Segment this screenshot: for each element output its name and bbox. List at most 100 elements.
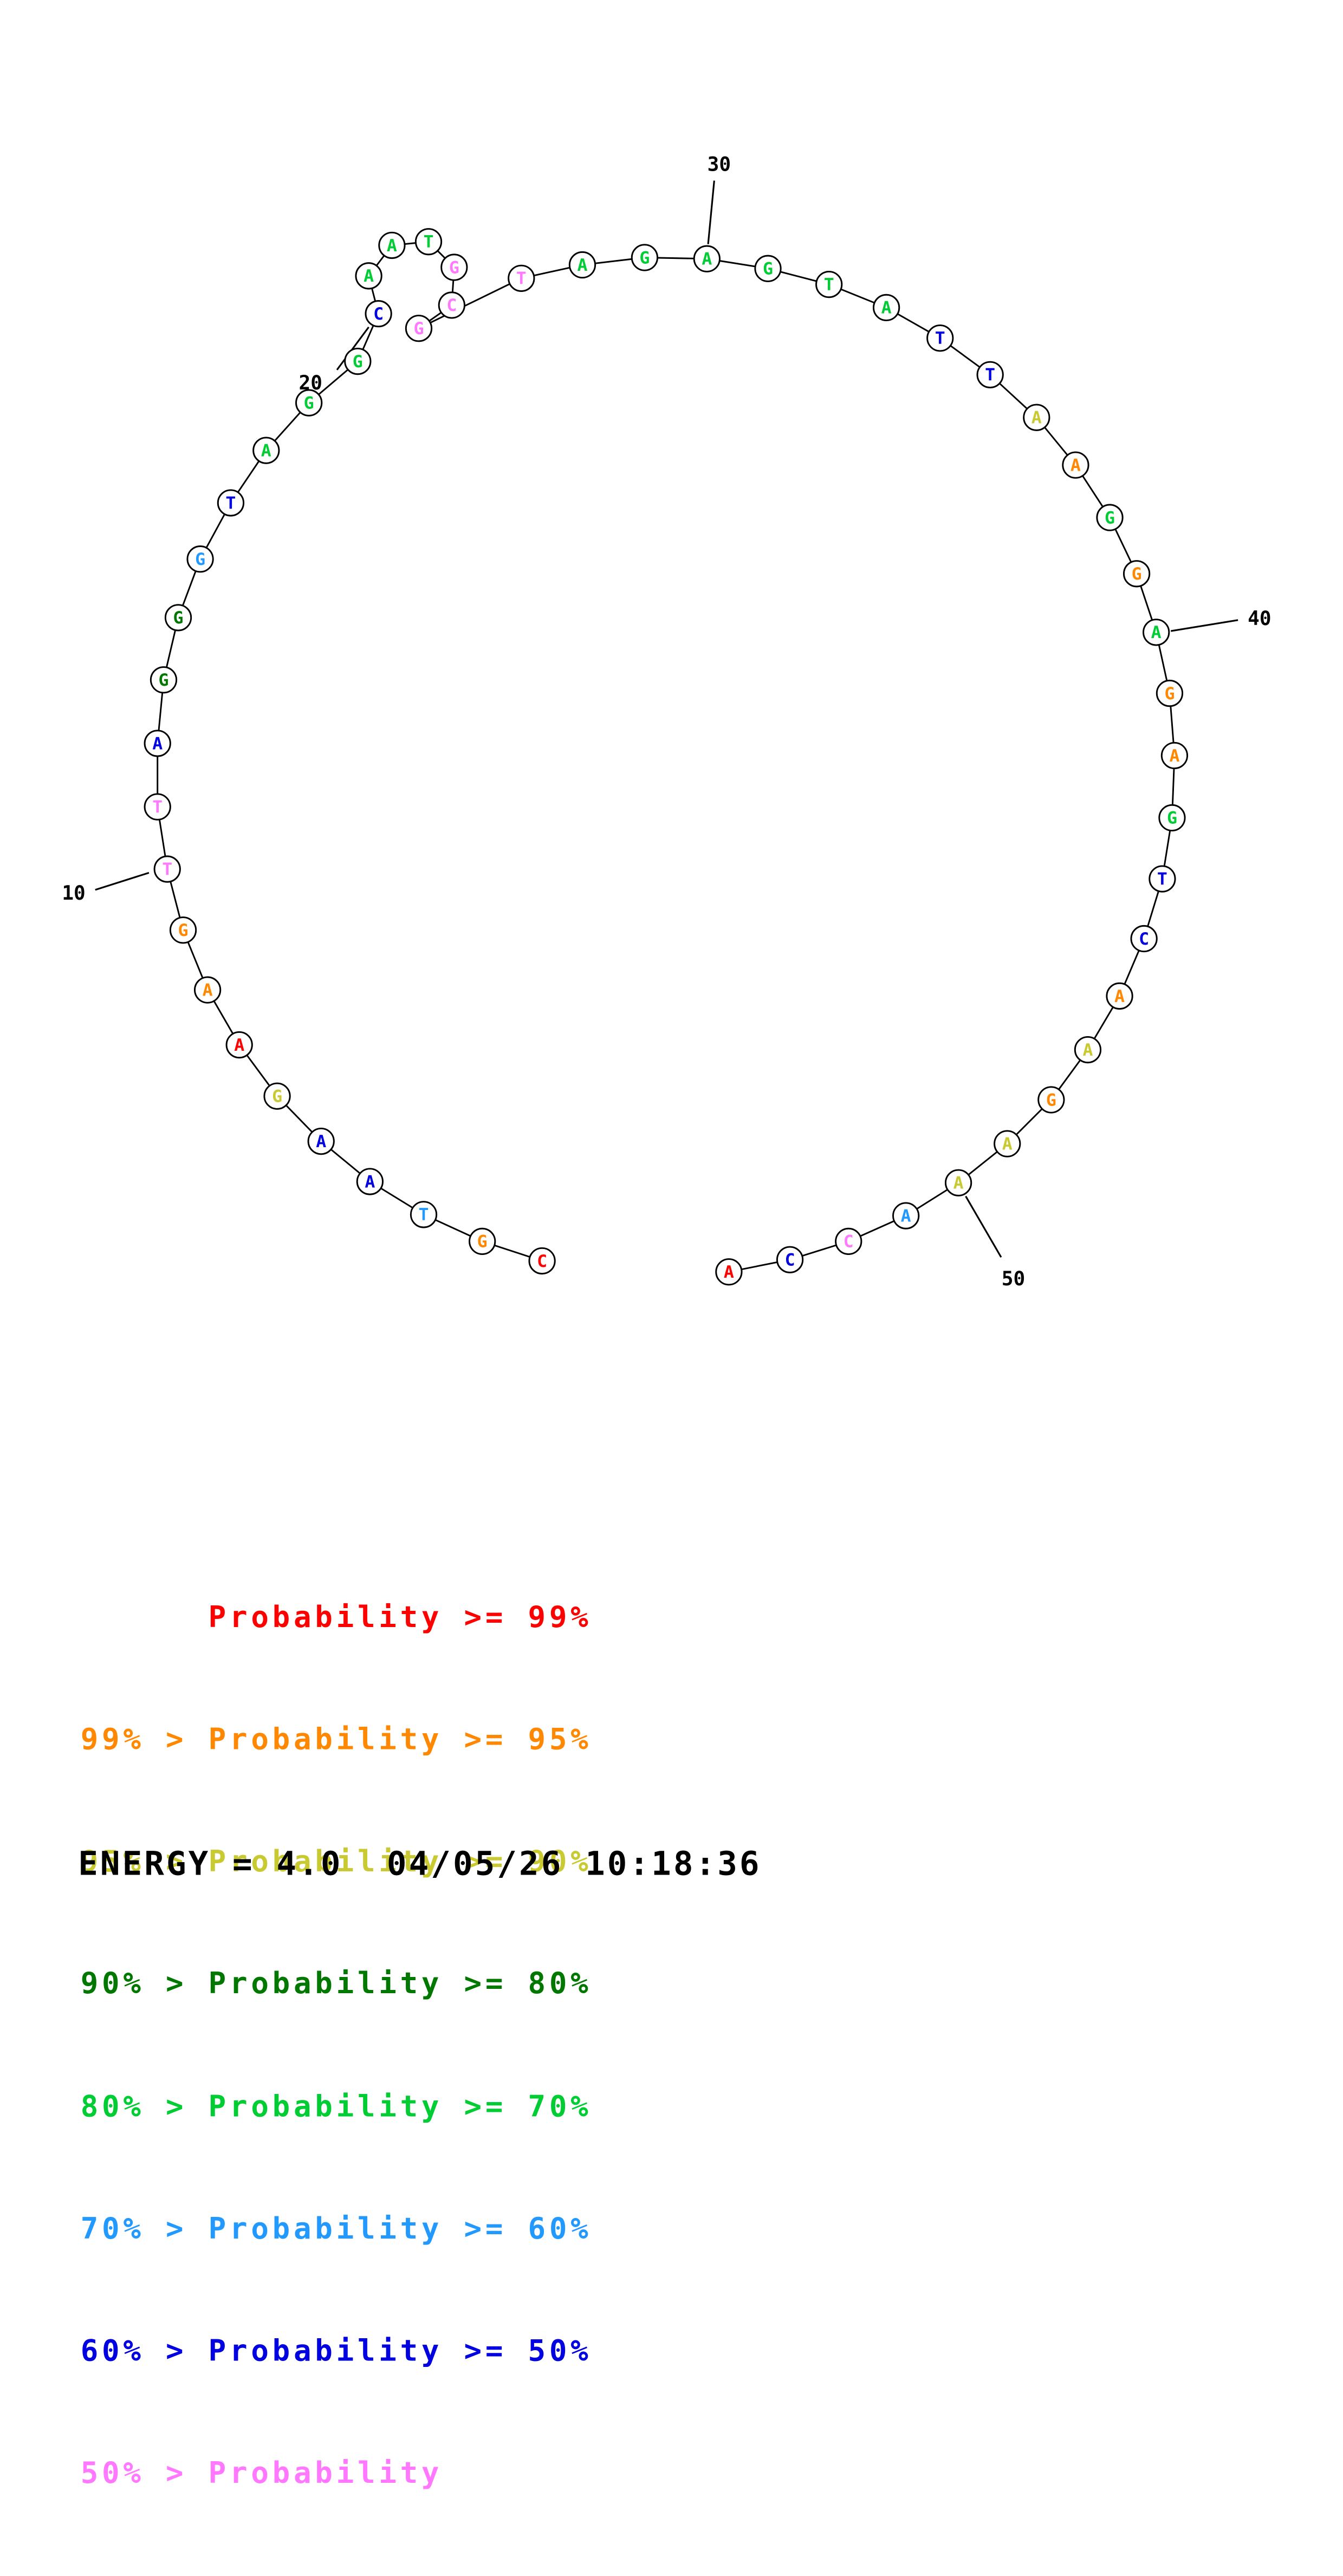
nucleotide-letter: A xyxy=(1151,623,1162,642)
position-tick-line xyxy=(707,180,715,244)
nucleotide xyxy=(356,1168,384,1195)
nucleotide-letter: T xyxy=(985,366,995,385)
nucleotide xyxy=(976,361,1004,388)
nucleotide-letter: A xyxy=(203,980,213,1000)
nucleotide xyxy=(193,976,222,1004)
probability-legend: Probability >= 99% 99% > Probability >= … xyxy=(81,1516,592,2576)
nucleotide xyxy=(1074,1036,1102,1064)
nucleotide xyxy=(1062,451,1089,479)
nucleotide xyxy=(835,1227,862,1256)
nucleotide xyxy=(872,294,900,322)
nucleotide xyxy=(1143,619,1170,646)
nucleotide xyxy=(252,437,280,464)
nucleotide-letter: A xyxy=(901,1206,911,1226)
nucleotide-letter: G xyxy=(353,352,363,372)
nucleotide-letter: G xyxy=(1105,508,1115,528)
nucleotide-letter: G xyxy=(477,1232,488,1252)
position-tick-line xyxy=(95,871,150,891)
nucleotide-letter: A xyxy=(1031,408,1042,428)
nucleotide-letter: T xyxy=(824,275,834,295)
nucleotide-letter: G xyxy=(158,671,168,690)
nucleotide xyxy=(776,1246,804,1273)
nucleotide-letter: G xyxy=(639,248,650,268)
nucleotide xyxy=(440,253,468,281)
nucleotide-letter: T xyxy=(935,329,945,348)
nucleotide-letter: A xyxy=(316,1132,326,1152)
nucleotide xyxy=(344,347,372,375)
nucleotide-letter: G xyxy=(449,258,459,277)
nucleotide-letter: T xyxy=(162,860,172,879)
nucleotide-letter: T xyxy=(225,493,236,513)
nucleotide-letter: G xyxy=(1164,684,1175,704)
nucleotide-letter: A xyxy=(1082,1040,1093,1060)
nucleotide xyxy=(263,1082,291,1110)
nucleotide-letter: A xyxy=(1070,456,1081,475)
nucleotide xyxy=(469,1227,496,1256)
nucleotide xyxy=(1130,925,1158,953)
nucleotide-letter: A xyxy=(1169,746,1179,766)
nucleotide xyxy=(1156,679,1184,707)
nucleotide-letter: A xyxy=(881,298,892,318)
nucleotide xyxy=(815,270,843,298)
nucleotide xyxy=(438,291,465,319)
legend-row-p60: 70% > Probability >= 60% xyxy=(80,2211,592,2246)
nucleotide xyxy=(715,1258,743,1286)
legend-row-p50: 60% > Probability >= 50% xyxy=(80,2333,592,2369)
nucleotide xyxy=(365,300,392,328)
nucleotide xyxy=(153,855,181,883)
nucleotide-letter: G xyxy=(178,921,189,940)
nucleotide xyxy=(150,666,178,694)
nucleotide-letter: C xyxy=(537,1252,547,1271)
nucleotide-letter: A xyxy=(724,1263,734,1282)
nucleotide-letter: A xyxy=(953,1174,964,1193)
nucleotide-letter: A xyxy=(1114,987,1125,1006)
nucleotide xyxy=(693,245,721,272)
nucleotide xyxy=(217,489,245,517)
nucleotide-letter: T xyxy=(516,269,527,289)
nucleotide-letter: A xyxy=(152,734,163,753)
legend-row-p99: Probability >= 99% xyxy=(80,1600,592,1635)
nucleotide xyxy=(144,793,171,821)
nucleotide xyxy=(568,251,596,279)
nucleotide-letter: A xyxy=(577,256,587,275)
nucleotide xyxy=(295,389,323,417)
nucleotide xyxy=(1123,560,1151,588)
nucleotide xyxy=(1160,741,1189,770)
nucleotide xyxy=(355,262,382,290)
nucleotide-letter: C xyxy=(785,1251,795,1270)
nucleotide xyxy=(186,545,214,573)
position-label: 50 xyxy=(1002,1267,1025,1290)
nucleotide-letter: T xyxy=(418,1205,429,1225)
legend-row-lt50: 50% > Probability xyxy=(80,2456,443,2490)
nucleotide-letter: G xyxy=(195,550,205,569)
legend-row-p80: 90% > Probability >= 80% xyxy=(80,1967,592,2001)
nucleotide xyxy=(892,1202,920,1230)
nucleotide xyxy=(307,1127,335,1155)
nucleotide xyxy=(926,324,954,352)
nucleotide-letter: A xyxy=(364,266,374,286)
nucleotide xyxy=(405,315,433,342)
nucleotide-letter: A xyxy=(234,1036,244,1055)
nucleotide xyxy=(1096,504,1124,531)
nucleotide-letter: C xyxy=(446,296,457,315)
legend-row-p95: 99% > Probability >= 95% xyxy=(80,1722,592,1757)
position-label: 40 xyxy=(1248,607,1271,630)
nucleotide-letter: A xyxy=(261,441,271,460)
nucleotide xyxy=(994,1130,1021,1157)
nucleotide-letter: T xyxy=(1157,869,1167,889)
nucleotide-letter: C xyxy=(844,1232,854,1252)
position-label: 10 xyxy=(62,882,85,905)
nucleotide-letter: G xyxy=(304,394,314,413)
nucleotide xyxy=(1149,865,1176,893)
nucleotide-letter: G xyxy=(173,608,184,628)
legend-row-p90: 95% > Probability >= 90% xyxy=(80,1844,592,1879)
page: 10 20 30 40 50 C G T A A G A A G T T A G G G T A G G C A A T G C G T A G A… xyxy=(62,153,1271,2490)
position-tick-line xyxy=(965,1195,1002,1258)
nucleotide xyxy=(164,604,192,632)
energy-status-line: ENERGY = 4.0 04/05/26 10:18:36 xyxy=(78,1845,762,1884)
nucleotide xyxy=(1037,1086,1065,1114)
nucleotide-letter: G xyxy=(272,1087,282,1107)
nucleotide xyxy=(144,730,171,757)
nucleotide xyxy=(944,1169,972,1196)
nucleotide-letter: T xyxy=(152,797,163,817)
